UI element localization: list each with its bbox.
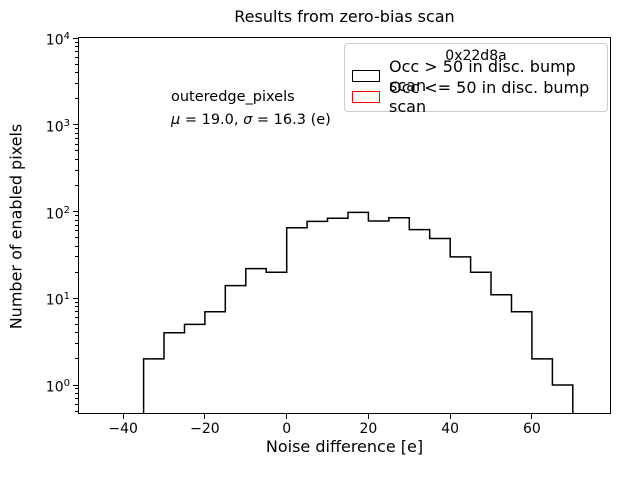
x-tick-mark <box>286 414 288 419</box>
y-minor-tick-mark <box>75 306 78 308</box>
y-tick-label: 104 <box>45 31 70 49</box>
y-minor-tick-mark <box>75 56 78 58</box>
annotation-mu-sigma: μ = 19.0, σ = 16.3 (e) <box>171 109 331 132</box>
chart-title: Results from zero-bias scan <box>234 7 455 26</box>
y-minor-tick-mark <box>75 224 78 226</box>
y-minor-tick-mark <box>75 230 78 232</box>
sigma-value: = 16.3 (e) <box>252 112 331 128</box>
x-tick-mark <box>449 414 451 419</box>
legend-entry-label: Occ > 50 in disc. bump scan <box>389 56 576 95</box>
x-tick-label: −20 <box>190 421 220 437</box>
y-minor-tick-mark <box>75 410 78 412</box>
stats-annotation: outeredge_pixels μ = 19.0, σ = 16.3 (e) <box>171 86 331 132</box>
y-tick-mark <box>73 37 78 39</box>
y-minor-tick-mark <box>75 403 78 405</box>
y-minor-tick-mark <box>75 256 78 258</box>
y-minor-tick-mark <box>75 83 78 85</box>
y-minor-tick-mark <box>75 392 78 394</box>
red-outline-swatch-icon <box>352 90 380 103</box>
y-minor-tick-mark <box>75 343 78 345</box>
x-tick-label: 40 <box>441 421 460 437</box>
x-tick-mark <box>531 414 533 419</box>
y-minor-tick-mark <box>75 219 78 221</box>
plot-area: outeredge_pixels μ = 19.0, σ = 16.3 (e) … <box>78 37 611 414</box>
x-axis-label: Noise difference [e] <box>265 437 424 456</box>
legend: 0x22d8a Occ > 50 in disc. bump scan Occ … <box>344 43 608 116</box>
y-minor-tick-mark <box>75 215 78 217</box>
y-tick-mark <box>73 211 78 213</box>
y-minor-tick-mark <box>75 323 78 325</box>
y-minor-tick-mark <box>75 388 78 390</box>
y-tick-mark <box>73 384 78 386</box>
y-minor-tick-mark <box>75 169 78 171</box>
y-minor-tick-mark <box>75 332 78 334</box>
y-minor-tick-mark <box>75 72 78 74</box>
y-minor-tick-mark <box>75 41 78 43</box>
x-tick-label: −40 <box>108 421 138 437</box>
black-outline-swatch-icon <box>352 69 380 82</box>
y-minor-tick-mark <box>75 317 78 319</box>
y-tick-mark <box>73 124 78 126</box>
x-tick-mark <box>204 414 206 419</box>
y-minor-tick-mark <box>75 98 78 100</box>
sigma-symbol: σ <box>243 112 253 128</box>
y-minor-tick-mark <box>75 245 78 247</box>
annotation-dataset-name: outeredge_pixels <box>171 89 295 105</box>
y-minor-tick-mark <box>75 51 78 53</box>
y-minor-tick-mark <box>75 271 78 273</box>
x-tick-mark <box>122 414 124 419</box>
legend-entry-label: Occ <= 50 in disc. bump scan <box>389 77 590 116</box>
y-minor-tick-mark <box>75 311 78 313</box>
x-tick-mark <box>367 414 369 419</box>
y-minor-tick-mark <box>75 46 78 48</box>
x-tick-label: 60 <box>523 421 541 437</box>
histogram-plot <box>142 211 574 413</box>
mu-value: = 19.0, <box>180 112 244 128</box>
y-tick-label: 103 <box>45 117 70 136</box>
x-tick-label: 20 <box>359 421 378 437</box>
y-minor-tick-mark <box>75 301 78 303</box>
y-minor-tick-mark <box>75 132 78 134</box>
y-minor-tick-mark <box>75 63 78 65</box>
legend-entry: Occ > 50 in disc. bump scan <box>352 57 600 95</box>
legend-title: 0x22d8a <box>445 48 507 64</box>
y-minor-tick-mark <box>75 158 78 160</box>
histogram-step-path <box>142 211 574 413</box>
y-minor-tick-mark <box>75 128 78 130</box>
y-tick-mark <box>73 297 78 299</box>
x-tick-label: 0 <box>282 421 292 437</box>
y-minor-tick-mark <box>75 150 78 152</box>
y-tick-label: 101 <box>45 291 70 309</box>
y-minor-tick-mark <box>75 143 78 145</box>
y-tick-label: 102 <box>45 204 70 223</box>
y-minor-tick-mark <box>75 137 78 139</box>
y-tick-label: 100 <box>45 378 70 396</box>
y-minor-tick-mark <box>75 397 78 399</box>
y-minor-tick-mark <box>75 358 78 360</box>
y-minor-tick-mark <box>75 185 78 186</box>
y-minor-tick-mark <box>75 237 78 239</box>
legend-entry: Occ <= 50 in disc. bump scan <box>352 78 600 116</box>
mu-symbol: μ <box>171 112 181 128</box>
